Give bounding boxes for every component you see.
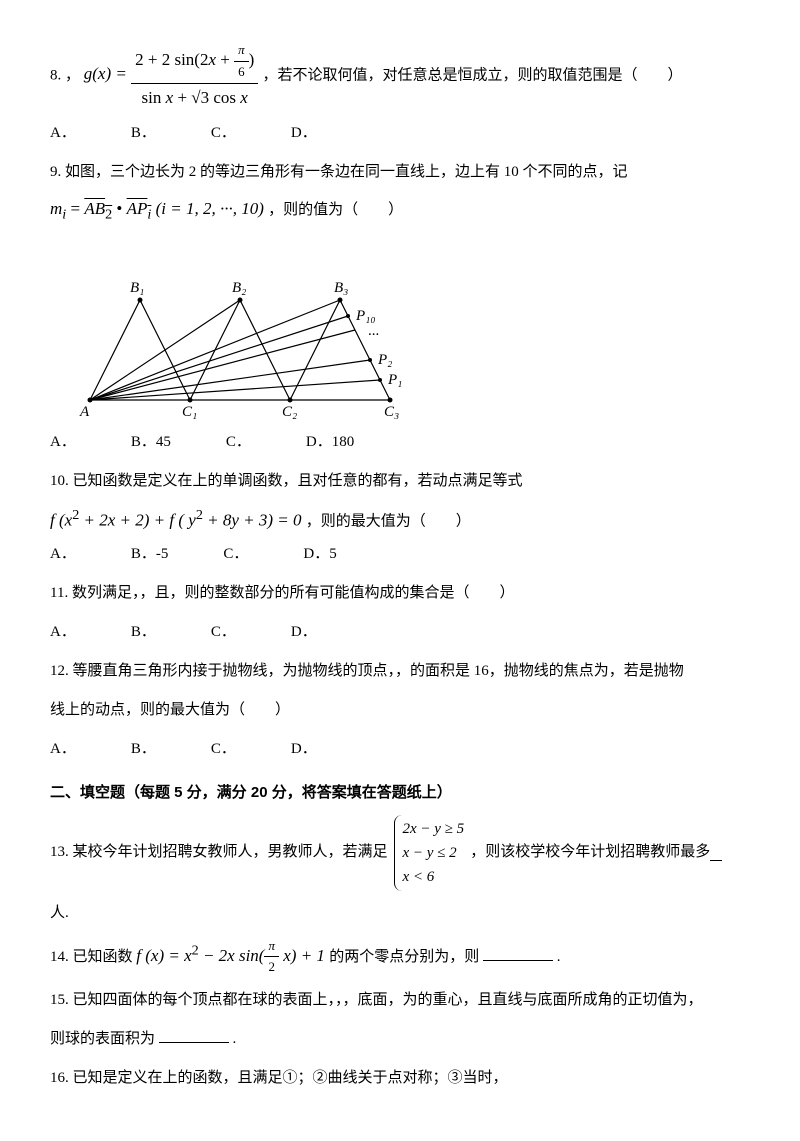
- q9-opt-a[interactable]: A．: [50, 426, 76, 459]
- q12-options: A． B． C． D．: [50, 733, 800, 766]
- label-P1: P₁: [387, 372, 402, 388]
- q9-opt-d[interactable]: D．180: [306, 426, 354, 459]
- q8-opt-a[interactable]: A．: [50, 117, 76, 150]
- label-dots: ...: [368, 323, 379, 339]
- label-B3: B₃: [334, 280, 348, 296]
- q12-opt-b[interactable]: B．: [131, 733, 156, 766]
- q14-blank[interactable]: [483, 945, 553, 961]
- q10-opt-b[interactable]: B．-5: [131, 538, 169, 571]
- q11-opt-b[interactable]: B．: [131, 616, 156, 649]
- label-P10: P₁₀: [355, 308, 376, 324]
- q8-number: 8. ，: [50, 67, 80, 83]
- q11-opt-d[interactable]: D．: [291, 616, 317, 649]
- q9-figure: A B₁ B₂ B₃ C₁ C₂ C₃ P₁₀ ... P₂ P₁: [70, 230, 430, 420]
- label-C1: C₁: [182, 404, 197, 420]
- section2-heading: 二、填空题（每题 5 分，满分 20 分，将答案填在答题纸上）: [50, 776, 800, 809]
- label-C2: C₂: [282, 404, 297, 420]
- label-B1: B₁: [130, 280, 144, 296]
- q8-options: A． B． C． D．: [50, 117, 800, 150]
- q13-pre: 13. 某校今年计划招聘女教师人，男教师人，若满足: [50, 836, 388, 869]
- q10-formula: f (x2 + 2x + 2) + f ( y2 + 8y + 3) = 0 ，…: [50, 504, 800, 534]
- q8-tail: ，若不论取何值，对任意总是恒成立，则的取值范围是（ ）: [263, 67, 683, 83]
- q13-system: 2x − y ≥ 5 x − y ≤ 2 x < 6: [394, 815, 465, 891]
- q13-mid: ，则该校学校今年计划招聘教师最多: [470, 836, 710, 869]
- q10-opt-a[interactable]: A．: [50, 538, 76, 571]
- q10-opt-d[interactable]: D．5: [303, 538, 336, 571]
- q15-line2: 则球的表面积为 .: [50, 1023, 800, 1056]
- q14-statement: 14. 已知函数 f (x) = x2 − 2x sin(π2 x) + 1 的…: [50, 936, 800, 979]
- q12-line2: 线上的动点，则的最大值为（ ）: [50, 694, 800, 727]
- q9-opt-c[interactable]: C．: [226, 426, 251, 459]
- q11-opt-c[interactable]: C．: [211, 616, 236, 649]
- label-C3: C₃: [384, 404, 399, 420]
- q9-formula: mi = AB2 • APi (i = 1, 2, ···, 10) ，则的值为…: [50, 195, 800, 226]
- q13-tail: 人.: [50, 897, 800, 930]
- q11-text: 11. 数列满足，，且，则的整数部分的所有可能值构成的集合是（ ）: [50, 577, 800, 610]
- q15-line1: 15. 已知四面体的每个顶点都在球的表面上，，，底面，为的重心，且直线与底面所成…: [50, 984, 800, 1017]
- q10-opt-c[interactable]: C．: [223, 538, 248, 571]
- q9-opt-b[interactable]: B．45: [131, 426, 171, 459]
- q8-opt-b[interactable]: B．: [131, 117, 156, 150]
- q12-opt-a[interactable]: A．: [50, 733, 76, 766]
- q13-blank[interactable]: [710, 845, 722, 861]
- label-P2: P₂: [377, 352, 392, 368]
- label-B2: B₂: [232, 280, 246, 296]
- q9-line1: 9. 如图，三个边长为 2 的等边三角形有一条边在同一直线上，边上有 10 个不…: [50, 156, 800, 189]
- q13-statement: 13. 某校今年计划招聘女教师人，男教师人，若满足 2x − y ≥ 5 x −…: [50, 815, 800, 891]
- label-A: A: [79, 404, 90, 420]
- q12-opt-c[interactable]: C．: [211, 733, 236, 766]
- q16-text: 16. 已知是定义在上的函数，且满足①；②曲线关于点对称；③当时，: [50, 1062, 800, 1095]
- q10-line1: 10. 已知函数是定义在上的单调函数，且对任意的都有，若动点满足等式: [50, 465, 800, 498]
- q8-formula: g(x) = 2 + 2 sin(2x + π6) sin x + √3 cos…: [84, 64, 263, 83]
- q8-opt-d[interactable]: D．: [291, 117, 317, 150]
- q10-options: A． B．-5 C． D．5: [50, 538, 800, 571]
- q12-opt-d[interactable]: D．: [291, 733, 317, 766]
- q11-opt-a[interactable]: A．: [50, 616, 76, 649]
- q12-line1: 12. 等腰直角三角形内接于抛物线，为抛物线的顶点，，的面积是 16，抛物线的焦…: [50, 655, 800, 688]
- q15-blank[interactable]: [159, 1027, 229, 1043]
- q8-statement: 8. ， g(x) = 2 + 2 sin(2x + π6) sin x + √…: [50, 40, 800, 111]
- q8-opt-c[interactable]: C．: [211, 117, 236, 150]
- q9-options: A． B．45 C． D．180: [50, 426, 800, 459]
- q11-options: A． B． C． D．: [50, 616, 800, 649]
